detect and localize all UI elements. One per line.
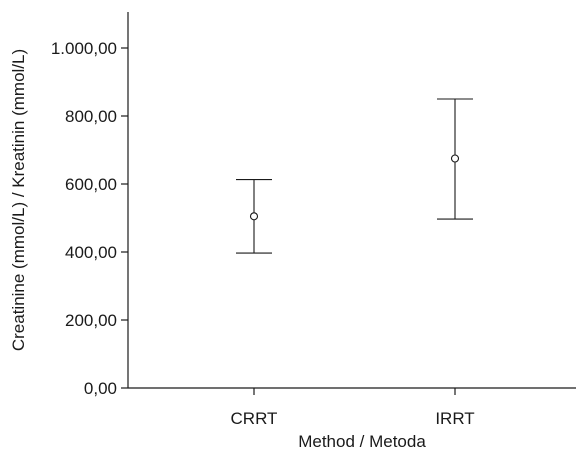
- y-tick-label: 1.000,00: [51, 39, 117, 58]
- y-axis-ticks: 0,00 200,00 400,00 600,00 800,00 1.000,00: [51, 39, 128, 398]
- y-tick-label: 400,00: [65, 243, 117, 262]
- mean-point: [450, 154, 460, 163]
- y-tick-label: 800,00: [65, 107, 117, 126]
- y-tick-label: 200,00: [65, 311, 117, 330]
- mean-point: [249, 212, 259, 221]
- y-tick-label: 600,00: [65, 175, 117, 194]
- x-tick-label: IRRT: [435, 409, 474, 428]
- x-axis-title: Method / Metoda: [298, 432, 426, 450]
- x-axis-ticks: CRRT IRRT: [231, 388, 475, 428]
- error-bars: [236, 98, 473, 254]
- x-tick-label: CRRT: [231, 409, 278, 428]
- y-axis-title: Creatinine (mmol/L) / Kreatinin (mmol/L): [9, 49, 28, 351]
- y-tick-label: 0,00: [84, 379, 117, 398]
